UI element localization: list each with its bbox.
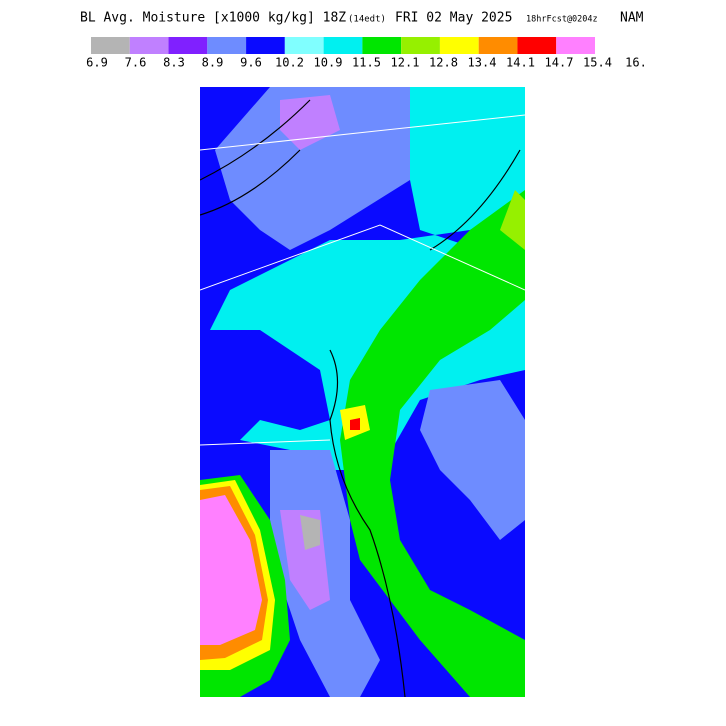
- title-local: (14edt): [348, 15, 386, 25]
- legend-swatch: [91, 37, 130, 54]
- state-border: [200, 114, 525, 446]
- region: [350, 418, 360, 430]
- legend-label: 16.: [625, 56, 647, 70]
- title-model: NAM: [620, 11, 644, 26]
- legend-label: 8.9: [202, 56, 224, 70]
- legend-swatch: [362, 37, 402, 54]
- title-date: FRI 02 May 2025: [395, 11, 512, 26]
- legend-label: 14.1: [506, 56, 535, 70]
- legend-label: 7.6: [125, 56, 147, 70]
- legend-label: 15.4: [583, 56, 612, 70]
- title-main: BL Avg. Moisture [x1000 kg/kg] 18Z: [80, 11, 346, 26]
- legend-swatch: [284, 37, 324, 54]
- legend-swatch: [207, 37, 247, 54]
- region: [300, 515, 320, 550]
- region: [340, 190, 525, 697]
- legend-swatch: [246, 37, 285, 54]
- moisture-map: [200, 87, 525, 697]
- legend: 6.9 7.6 8.3 8.9 9.6 10.2 10.9 11.5 12.1 12.8 13.4 1…: [86, 37, 647, 70]
- legend-label: 10.2: [275, 56, 304, 70]
- title: BL Avg. Moisture [x1000 kg/kg] 18Z (14ed…: [80, 11, 644, 26]
- legend-swatch: [556, 37, 595, 54]
- legend-label: 8.3: [163, 56, 185, 70]
- region: [500, 190, 525, 250]
- legend-label: 10.9: [314, 56, 343, 70]
- legend-label: 11.5: [352, 56, 381, 70]
- legend-swatch: [129, 37, 169, 54]
- region: [210, 87, 525, 470]
- region: [420, 380, 525, 540]
- region: [215, 87, 420, 250]
- legend-swatch: [323, 37, 363, 54]
- title-fcst: 18hrFcst@0204z: [526, 15, 598, 25]
- coastline: [200, 99, 521, 697]
- legend-label: 13.4: [468, 56, 497, 70]
- legend-label: 12.1: [391, 56, 420, 70]
- legend-label: 12.8: [429, 56, 458, 70]
- legend-label: 6.9: [86, 56, 108, 70]
- legend-label: 9.6: [240, 56, 262, 70]
- legend-label: 14.7: [545, 56, 574, 70]
- legend-swatch: [439, 37, 479, 54]
- legend-swatch: [517, 37, 557, 54]
- legend-swatch: [401, 37, 440, 54]
- region: [200, 495, 262, 645]
- legend-swatch: [168, 37, 208, 54]
- legend-swatch: [478, 37, 518, 54]
